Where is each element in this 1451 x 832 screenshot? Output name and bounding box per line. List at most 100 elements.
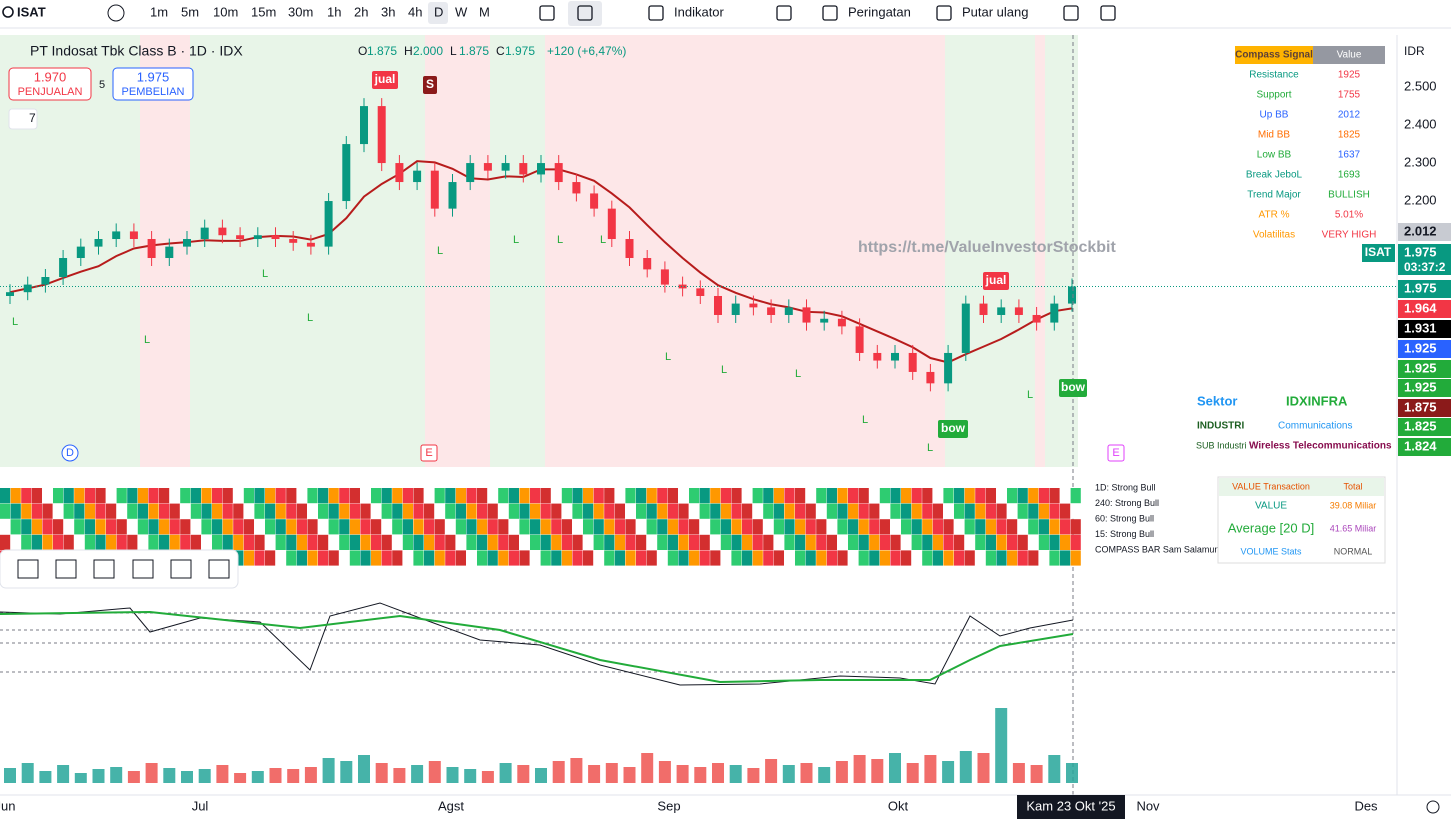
toolbar-icon[interactable] (776, 5, 792, 21)
volume-bar (411, 765, 424, 783)
compass-cell (869, 550, 880, 566)
compass-cell (667, 534, 678, 550)
drawing-tool[interactable] (93, 559, 115, 579)
compass-cell (424, 503, 435, 519)
toolbar-icon[interactable] (577, 5, 593, 21)
compass-cell (180, 503, 191, 519)
compass-cell (996, 519, 1007, 535)
compass-cell (773, 488, 784, 504)
compass-cell (201, 534, 212, 550)
timeframe-button[interactable]: M (479, 4, 490, 19)
compass-cell (911, 550, 922, 566)
timeframe-button[interactable]: W (455, 4, 468, 19)
drawing-tool[interactable] (55, 559, 77, 579)
compass-cell (879, 534, 890, 550)
compass-cell (848, 534, 859, 550)
compass-cell (127, 503, 138, 519)
compass-cell (752, 550, 763, 566)
price-tag (1398, 262, 1451, 275)
compass-cell (752, 534, 763, 550)
timeframe-button[interactable]: 4h (408, 4, 422, 19)
compass-cell (307, 550, 318, 566)
timeframe-button[interactable]: D (434, 4, 443, 19)
low-marker: L (557, 234, 563, 246)
table-cell: 39.08 Miliar (1330, 500, 1377, 510)
drawing-tool[interactable] (17, 559, 39, 579)
timeframe-button[interactable]: 30m (288, 4, 313, 19)
compass-cell (932, 488, 943, 504)
indicators-button[interactable]: Indikator (674, 4, 725, 19)
compass-cell (901, 550, 912, 566)
compass-cell (657, 550, 668, 566)
compass-cell (74, 488, 85, 504)
compass-cell (127, 519, 138, 535)
candle-body (236, 235, 245, 240)
table-cell: Trend Major (1247, 190, 1301, 201)
timeframe-button[interactable]: 1h (327, 4, 341, 19)
symbol-search[interactable]: ISAT (17, 4, 46, 19)
volume-bar (57, 765, 70, 783)
compass-cell (805, 488, 816, 504)
compass-cell (1038, 503, 1049, 519)
replay-button[interactable]: Putar ulang (962, 4, 1029, 19)
sell-box[interactable] (8, 67, 92, 101)
compass-cell (95, 503, 106, 519)
compass-cell (212, 519, 223, 535)
settings-icon[interactable] (1426, 800, 1440, 814)
candle-body (997, 307, 1006, 315)
toolbar-icon[interactable] (936, 5, 952, 21)
toolbar-icon[interactable] (1100, 5, 1116, 21)
compass-cell (869, 534, 880, 550)
price-tag (1398, 438, 1451, 456)
toolbar-icon[interactable] (648, 5, 664, 21)
toolbar-icon[interactable] (539, 5, 555, 21)
toolbar-icon[interactable] (822, 5, 838, 21)
timeframe-button[interactable]: 3h (381, 4, 395, 19)
compass-cell (954, 519, 965, 535)
compass-cell (286, 519, 297, 535)
drawing-tool[interactable] (208, 559, 230, 579)
table-cell: 5.01% (1335, 210, 1363, 221)
compass-cell (720, 534, 731, 550)
timeframe-button[interactable]: 5m (181, 4, 199, 19)
compass-cell (243, 550, 254, 566)
price-axis-label: 2.400 (1404, 116, 1437, 131)
compass-cell (720, 488, 731, 504)
sell-marker: jual (985, 273, 1007, 287)
compass-cell (307, 519, 318, 535)
compass-cell (731, 503, 742, 519)
compass-cell (74, 534, 85, 550)
dividend-icon (61, 444, 79, 462)
timeframe-button[interactable]: 1m (150, 4, 168, 19)
price-tag (1398, 340, 1451, 358)
sell-price: 1.970 (34, 69, 67, 84)
compass-cell (784, 503, 795, 519)
candle-body (1050, 303, 1059, 323)
compass-cell (349, 519, 360, 535)
candle-body (625, 239, 634, 259)
compass-cell (943, 488, 954, 504)
compass-cell (31, 519, 42, 535)
drawing-tool[interactable] (132, 559, 154, 579)
candle-body (183, 239, 191, 247)
compass-cell (339, 519, 350, 535)
compass-cell (996, 550, 1007, 566)
alerts-button[interactable]: Peringatan (848, 4, 911, 19)
volume-bar (428, 761, 441, 783)
timeframe-button[interactable]: 15m (251, 4, 276, 19)
compass-cell (42, 503, 53, 519)
compass-cell (106, 519, 117, 535)
volume-bar (570, 758, 583, 783)
chart-title: PT Indosat Tbk Class B · 1D · IDX (30, 43, 243, 59)
toolbar-icon[interactable] (1063, 5, 1079, 21)
add-symbol[interactable] (107, 4, 125, 22)
timeframe-button[interactable]: 10m (213, 4, 238, 19)
volume-bar (340, 761, 353, 783)
buy-box[interactable] (112, 67, 194, 101)
compass-cell (530, 488, 541, 504)
indicator-toggle[interactable] (8, 108, 38, 130)
timeframe-button[interactable]: 2h (354, 4, 368, 19)
drawing-tool[interactable] (170, 559, 192, 579)
low-marker: L (927, 442, 933, 454)
compass-cell (477, 503, 488, 519)
